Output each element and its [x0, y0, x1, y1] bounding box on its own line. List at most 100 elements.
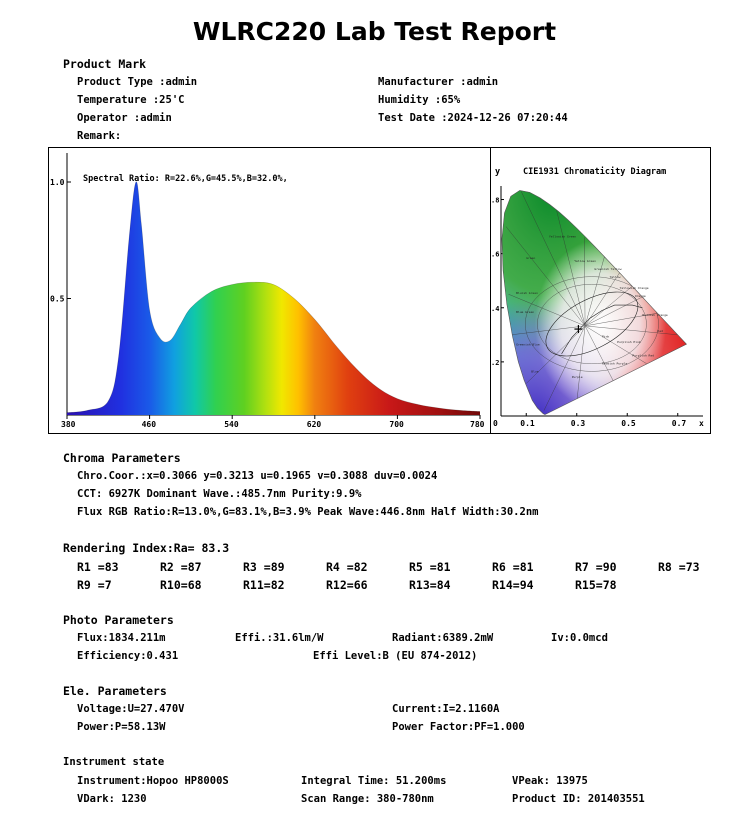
manufacturer: Manufacturer :admin: [378, 76, 499, 88]
x-tick-label: 700: [389, 420, 404, 429]
spectrum-area: [67, 181, 480, 415]
cie-region-label: Yellowish Orange: [620, 286, 649, 290]
spectral-ratio-label: Spectral Ratio: R=22.6%,G=45.5%,B=32.0%,: [83, 173, 288, 184]
power: Power:P=58.13W: [77, 721, 166, 733]
y-tick-label: 1.0: [50, 178, 65, 187]
rendering-index-value: R3 =89: [243, 560, 285, 574]
operator: Operator :admin: [77, 112, 172, 124]
rendering-index-value: R12=66: [326, 578, 368, 592]
rendering-index-value: R8 =73: [658, 560, 700, 574]
rendering-index-value: R5 =81: [409, 560, 451, 574]
humidity: Humidity :65%: [378, 94, 461, 106]
cie-region-label: Red: [658, 329, 664, 333]
cie-region-label: Orange: [635, 294, 646, 298]
radiant: Radiant:6389.2mW: [392, 632, 494, 644]
voltage: Voltage:U=27.470V: [77, 703, 185, 715]
cie-region-label: Greenish Blue: [516, 343, 540, 347]
efficiency-level: Effi Level:B (EU 874-2012): [313, 650, 478, 662]
cie-region-label: Purplish Red: [632, 353, 654, 357]
cie-region-boundary: [556, 210, 586, 326]
cie-region-boundary: [576, 325, 586, 403]
cie-title: CIE1931 Chromaticity Diagram: [523, 166, 666, 177]
luminous-intensity: Iv:0.0mcd: [551, 632, 608, 644]
scan-range: Scan Range: 380-780nm: [301, 793, 434, 805]
rendering-index-value: R9 =7: [77, 578, 112, 592]
instrument-heading: Instrument state: [63, 756, 165, 768]
cie-chart: y CIE1931 Chromaticity Diagram 0 0.1 0.3 0.…: [491, 166, 704, 428]
cie-x-tick-label: 0.1: [520, 419, 535, 428]
cie-region-label: Greenish Yellow: [594, 267, 621, 271]
cie-region-boundary: [584, 272, 620, 327]
rendering-index-value: R4 =82: [326, 560, 368, 574]
x-tick-label: 620: [307, 420, 322, 429]
chromaticity-point: [574, 325, 583, 334]
cie-region-label: Yellow: [610, 275, 621, 279]
cie-y-label: y: [495, 167, 500, 177]
vpeak: VPeak: 13975: [512, 775, 588, 787]
product-type: Product Type :admin: [77, 76, 198, 88]
cie-region-boundary: [584, 237, 586, 326]
instrument-name: Instrument:Hopoo HP8000S: [77, 775, 229, 787]
cie-region-boundary: [584, 296, 643, 327]
rendering-index-value: R15=78: [575, 578, 617, 592]
cie-region-boundary: [508, 294, 586, 327]
cie-chart-frame: y CIE1931 Chromaticity Diagram 0 0.1 0.3 0.…: [490, 147, 711, 434]
rendering-index-value: R1 =83: [77, 560, 119, 574]
rendering-index-value: R13=84: [409, 578, 451, 592]
cie-y-tick-label: .2: [491, 359, 499, 367]
cie-x-tick-label: 0.3: [571, 419, 586, 428]
cie-region-boundary: [505, 226, 586, 327]
cie-region-boundary: [524, 276, 659, 372]
spectrum-chart-frame: 1.0 0.5 380 460 540 620 700 780 Spectral Ratio…: [48, 147, 491, 434]
current: Current:I=2.1160A: [392, 703, 500, 715]
cie-region-label: Yellowish Green: [549, 234, 576, 238]
x-tick-label: 460: [142, 420, 157, 429]
cie-x-label: x: [699, 419, 704, 428]
cie-region-boundary: [543, 325, 586, 411]
x-tick-label: 780: [470, 420, 485, 429]
remark: Remark:: [77, 130, 122, 142]
cie-region-label: Yellow Green: [574, 259, 596, 263]
cie-y-tick-label: .8: [491, 197, 499, 205]
chroma-heading: Chroma Parameters: [63, 451, 181, 465]
power-factor: Power Factor:PF=1.000: [392, 721, 525, 733]
flux-rgb-ratio: Flux RGB Ratio:R=13.0%,G=83.1%,B=3.9% Pe…: [77, 506, 539, 518]
rendering-index-value: R14=94: [492, 578, 534, 592]
cie-x-tick-label: 0.5: [621, 419, 636, 428]
cie-region-label: Green: [526, 256, 535, 260]
cie-region-label: Blue Green: [516, 310, 534, 314]
cie-y-tick-label: .4: [491, 305, 499, 313]
cie-region-label: Bluish Green: [516, 291, 538, 295]
cie-x-tick-label: 0.7: [672, 419, 687, 428]
integral-time: Integral Time: 51.200ms: [301, 775, 447, 787]
cct-line: CCT: 6927K Dominant Wave.:485.7nm Purity…: [77, 488, 362, 500]
ele-heading: Ele. Parameters: [63, 684, 167, 698]
spectrum-chart: 1.0 0.5 380 460 540 620 700 780 Spectral Ratio…: [50, 153, 485, 429]
cie-region-label: Reddish Purple: [602, 362, 627, 366]
cie-region-boundary: [511, 325, 586, 336]
rendering-index-heading: Rendering Index:Ra= 83.3: [63, 541, 230, 555]
test-date: Test Date :2024-12-26 07:20:44: [378, 112, 568, 124]
chroma-coordinates: Chro.Coor.:x=0.3066 y=0.3213 u=0.1965 v=…: [77, 470, 438, 482]
cie-region-label: Pink: [602, 335, 609, 339]
efficiency: Efficiency:0.431: [77, 650, 179, 662]
efficacy: Effi.:31.6lm/W: [235, 632, 324, 644]
cie-region-label: Purple: [572, 375, 583, 379]
rendering-index-value: R10=68: [160, 578, 202, 592]
product-mark-heading: Product Mark: [63, 57, 147, 71]
rendering-index-value: R2 =87: [160, 560, 202, 574]
report-title: WLRC220 Lab Test Report: [192, 17, 557, 46]
rendering-index-value: R6 =81: [492, 560, 534, 574]
cie-region-label: Blue: [531, 370, 538, 374]
spectral-locus: [501, 190, 687, 415]
temperature: Temperature :25'C: [77, 94, 185, 106]
spectrum-line: [66, 181, 481, 413]
product-id: Product ID: 201403551: [512, 793, 645, 805]
cie-region-boundary: [584, 256, 605, 326]
cie-region-boundary: [537, 283, 647, 365]
cie-y-tick-label: .6: [491, 251, 499, 259]
vdark: VDark: 1230: [77, 793, 147, 805]
cie-region-label: Purplish Pink: [617, 340, 641, 344]
rendering-index-value: R11=82: [243, 578, 285, 592]
x-tick-label: 380: [61, 420, 76, 429]
